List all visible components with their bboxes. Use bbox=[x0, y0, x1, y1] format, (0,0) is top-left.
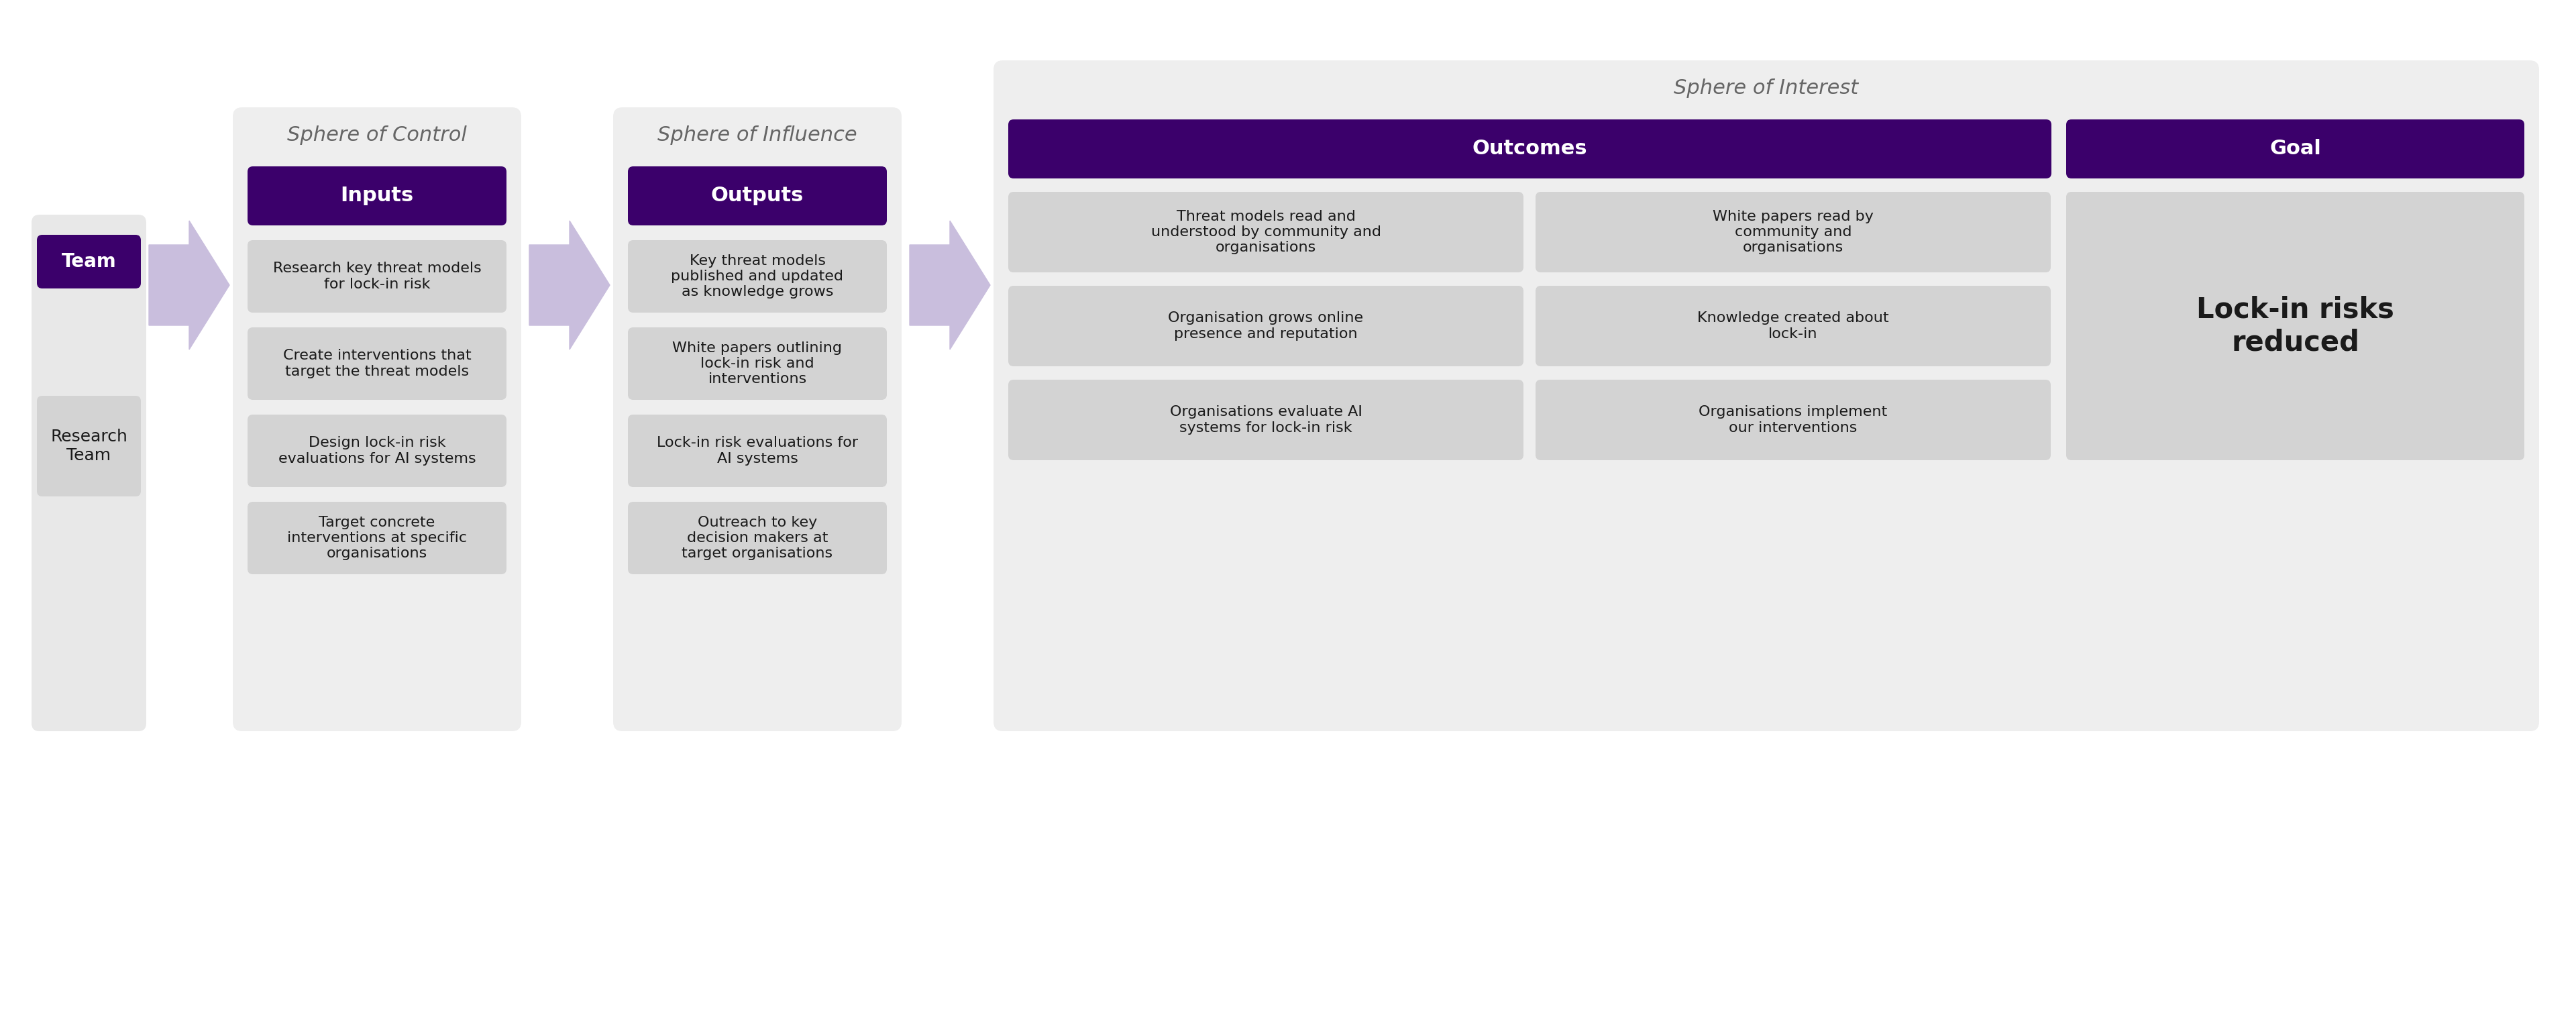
Text: Organisations evaluate AI
systems for lock-in risk: Organisations evaluate AI systems for lo… bbox=[1170, 406, 1363, 434]
Text: Design lock-in risk
evaluations for AI systems: Design lock-in risk evaluations for AI s… bbox=[278, 436, 477, 466]
FancyBboxPatch shape bbox=[1007, 119, 2050, 178]
Text: Organisation grows online
presence and reputation: Organisation grows online presence and r… bbox=[1167, 311, 1363, 341]
Text: Key threat models
published and updated
as knowledge grows: Key threat models published and updated … bbox=[672, 254, 842, 299]
Text: Sphere of Control: Sphere of Control bbox=[286, 126, 466, 145]
Text: Lock-in risk evaluations for
AI systems: Lock-in risk evaluations for AI systems bbox=[657, 436, 858, 466]
FancyBboxPatch shape bbox=[1535, 379, 2050, 461]
Text: Sphere of Interest: Sphere of Interest bbox=[1674, 79, 1860, 99]
FancyBboxPatch shape bbox=[629, 167, 886, 226]
Text: Outreach to key
decision makers at
target organisations: Outreach to key decision makers at targe… bbox=[683, 516, 832, 560]
FancyBboxPatch shape bbox=[613, 108, 902, 731]
FancyBboxPatch shape bbox=[994, 60, 2540, 731]
Text: Sphere of Influence: Sphere of Influence bbox=[657, 126, 858, 145]
Text: Research key threat models
for lock-in risk: Research key threat models for lock-in r… bbox=[273, 262, 482, 291]
FancyBboxPatch shape bbox=[2066, 192, 2524, 461]
FancyBboxPatch shape bbox=[36, 396, 142, 496]
FancyBboxPatch shape bbox=[629, 415, 886, 487]
Polygon shape bbox=[149, 221, 229, 350]
FancyBboxPatch shape bbox=[1007, 286, 1522, 366]
FancyBboxPatch shape bbox=[247, 240, 507, 312]
Text: Create interventions that
target the threat models: Create interventions that target the thr… bbox=[283, 349, 471, 378]
Text: White papers outlining
lock-in risk and
interventions: White papers outlining lock-in risk and … bbox=[672, 342, 842, 385]
FancyBboxPatch shape bbox=[247, 415, 507, 487]
FancyBboxPatch shape bbox=[1535, 286, 2050, 366]
FancyBboxPatch shape bbox=[232, 108, 520, 731]
FancyBboxPatch shape bbox=[247, 167, 507, 226]
FancyBboxPatch shape bbox=[1007, 192, 1522, 273]
Text: Research
Team: Research Team bbox=[52, 429, 126, 464]
Text: Goal: Goal bbox=[2269, 139, 2321, 159]
Text: Outputs: Outputs bbox=[711, 186, 804, 205]
FancyBboxPatch shape bbox=[629, 240, 886, 312]
Text: Target concrete
interventions at specific
organisations: Target concrete interventions at specifi… bbox=[286, 516, 466, 560]
Text: Lock-in risks
reduced: Lock-in risks reduced bbox=[2197, 296, 2393, 356]
FancyBboxPatch shape bbox=[31, 215, 147, 731]
Text: Inputs: Inputs bbox=[340, 186, 415, 205]
FancyBboxPatch shape bbox=[247, 327, 507, 400]
Text: Organisations implement
our interventions: Organisations implement our intervention… bbox=[1698, 406, 1888, 434]
Text: Threat models read and
understood by community and
organisations: Threat models read and understood by com… bbox=[1151, 210, 1381, 254]
Text: Team: Team bbox=[62, 252, 116, 271]
FancyBboxPatch shape bbox=[1007, 379, 1522, 461]
Polygon shape bbox=[528, 221, 611, 350]
Polygon shape bbox=[909, 221, 989, 350]
Text: White papers read by
community and
organisations: White papers read by community and organ… bbox=[1713, 210, 1873, 254]
FancyBboxPatch shape bbox=[629, 501, 886, 575]
FancyBboxPatch shape bbox=[629, 327, 886, 400]
Text: Outcomes: Outcomes bbox=[1473, 139, 1587, 159]
FancyBboxPatch shape bbox=[2066, 119, 2524, 178]
FancyBboxPatch shape bbox=[247, 501, 507, 575]
Text: Knowledge created about
lock-in: Knowledge created about lock-in bbox=[1698, 311, 1888, 341]
FancyBboxPatch shape bbox=[1535, 192, 2050, 273]
FancyBboxPatch shape bbox=[36, 235, 142, 289]
